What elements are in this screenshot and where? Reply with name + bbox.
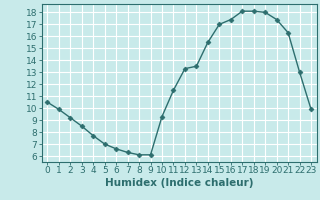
- X-axis label: Humidex (Indice chaleur): Humidex (Indice chaleur): [105, 178, 253, 188]
